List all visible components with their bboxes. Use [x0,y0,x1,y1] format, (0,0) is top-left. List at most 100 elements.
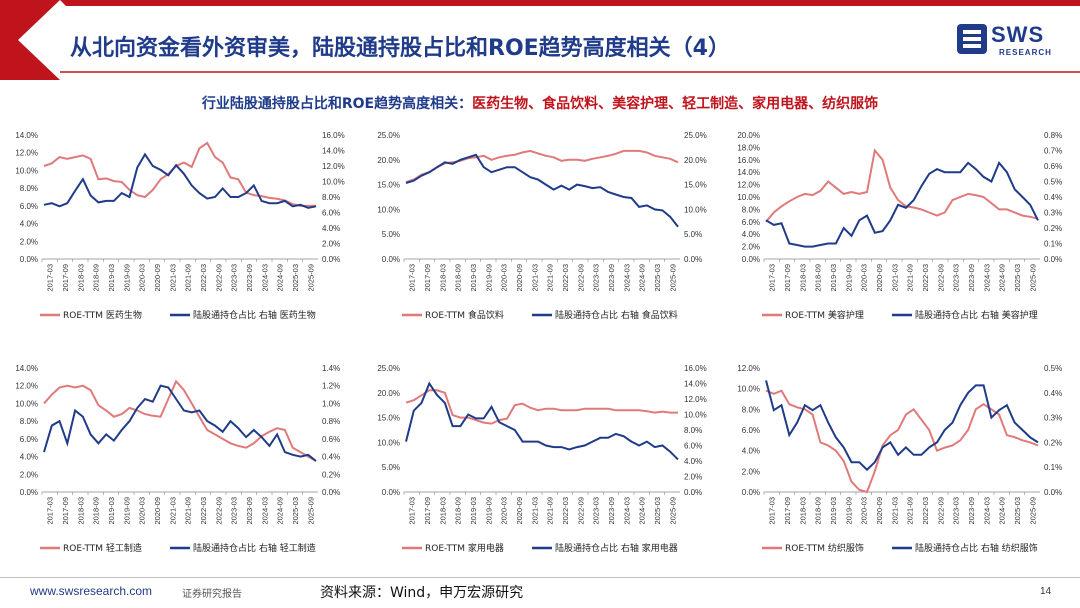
x-tick-label: 2019-09 [844,264,853,292]
chart-panel-5: 0.0% 5.0% 10.0% 15.0% 20.0% 25.0% 0.0% 2.0% 4.0%… [362,358,712,588]
logo-text: SWS [991,22,1045,47]
x-tick-label: 2020-09 [153,497,162,525]
right-tick-label: 0.2% [1044,438,1062,447]
series-line-holding [405,153,679,228]
x-tick-label: 2019-03 [829,264,838,292]
right-tick-label: 0.1% [1044,463,1062,472]
left-tick-label: 8.0% [20,184,38,193]
legend-label-roe: ROE-TTM 纺织服饰 [785,542,864,554]
x-tick-label: 2025-03 [653,264,662,292]
x-tick-label: 2022-03 [561,264,570,292]
right-tick-label: 0.1% [1044,240,1062,249]
right-tick-label: 0.4% [322,453,340,462]
left-tick-label: 14.0% [15,364,38,373]
chart-svg-4: 0.0% 2.0% 4.0% 6.0% 8.0% 10.0% 12.0% 14.0% 0.0% 0… [15,364,340,554]
x-tick-label: 2022-03 [561,497,570,525]
right-tick-label: 0.2% [1044,224,1062,233]
series-line-holding [765,160,1039,248]
right-tick-label: 0.0% [322,255,340,264]
x-tick-label: 2023-03 [952,497,961,525]
x-tick-label: 2023-09 [607,497,616,525]
left-tick-label: 0.0% [742,488,760,497]
left-tick-label: 15.0% [377,414,400,423]
x-tick-label: 2017-09 [61,497,70,525]
subtitle-red: 医药生物、食品饮料、美容护理、轻工制造、家用电器、纺织服饰 [472,96,879,112]
chart-panel-4: 0.0% 2.0% 4.0% 6.0% 8.0% 10.0% 12.0% 14.0% 0.0% 0… [0,358,350,588]
left-tick-label: 25.0% [377,364,400,373]
page-number: 14 [1040,586,1052,597]
x-tick-label: 2018-09 [92,497,101,525]
left-tick-label: 8.0% [20,417,38,426]
x-tick-label: 2018-09 [92,264,101,292]
left-tick-label: 6.0% [742,218,760,227]
left-tick-label: 14.0% [737,168,760,177]
x-tick-label: 2017-03 [768,264,777,292]
left-tick-label: 20.0% [737,131,760,140]
left-tick-label: 12.0% [737,364,760,373]
x-tick-label: 2018-09 [454,264,463,292]
x-tick-label: 2018-09 [814,497,823,525]
left-tick-label: 0.0% [382,255,400,264]
series-line-roe [43,141,316,207]
series-line-roe [765,148,1039,223]
left-tick-label: 5.0% [382,463,400,472]
x-tick-label: 2023-03 [592,264,601,292]
x-tick-label: 2021-09 [906,264,915,292]
legend-label-roe: ROE-TTM 医药生物 [63,309,142,321]
left-tick-label: 4.0% [20,453,38,462]
x-tick-label: 2023-09 [607,264,616,292]
x-tick-label: 2017-09 [423,264,432,292]
chart-subtitle: 行业陆股通持股占比和ROE趋势高度相关：医药生物、食品饮料、美容护理、轻工制造、… [0,93,1080,113]
chart-panel-1: 0.0% 2.0% 4.0% 6.0% 8.0% 10.0% 12.0% 14.0% 0.0% 2… [0,125,350,355]
left-tick-label: 6.0% [20,202,38,211]
right-tick-label: 5.0% [684,230,702,239]
x-tick-label: 2021-09 [184,264,193,292]
right-tick-label: 16.0% [684,364,707,373]
left-tick-label: 2.0% [20,470,38,479]
header-bar: 从北向资金看外资审美，陆股通持股占比和ROE趋势高度相关（4） SWS RESE… [0,0,1080,80]
x-tick-label: 2024-09 [276,264,285,292]
right-tick-label: 1.0% [322,399,340,408]
left-tick-label: 16.0% [737,156,760,165]
right-tick-label: 8.0% [322,193,340,202]
right-tick-label: 0.3% [1044,414,1062,423]
left-tick-label: 6.0% [20,435,38,444]
x-tick-label: 2025-09 [1028,264,1037,292]
x-tick-label: 2025-09 [306,264,315,292]
x-tick-label: 2021-03 [530,264,539,292]
x-tick-label: 2019-09 [484,264,493,292]
x-tick-label: 2018-03 [798,264,807,292]
right-tick-label: 0.8% [1044,131,1062,140]
x-tick-label: 2019-09 [484,497,493,525]
x-tick-label: 2021-09 [906,497,915,525]
x-tick-label: 2021-09 [546,497,555,525]
left-tick-label: 12.0% [15,149,38,158]
x-tick-label: 2020-09 [153,264,162,292]
right-tick-label: 2.0% [322,240,340,249]
right-tick-label: 0.3% [1044,209,1062,218]
sws-logo-icon [957,24,987,54]
right-tick-label: 10.0% [684,411,707,420]
legend-label-roe: ROE-TTM 食品饮料 [425,309,504,321]
x-tick-label: 2022-03 [199,264,208,292]
left-tick-label: 10.0% [737,193,760,202]
left-tick-label: 20.0% [377,156,400,165]
series-line-holding [43,384,317,462]
legend-label-holding: 陆股通持仓占比 右轴 家用电器 [555,542,678,554]
x-tick-label: 2022-09 [936,264,945,292]
x-tick-label: 2019-03 [469,264,478,292]
right-tick-label: 12.0% [322,162,345,171]
right-tick-label: 0.6% [322,435,340,444]
right-tick-label: 0.8% [322,417,340,426]
x-tick-label: 2020-03 [860,497,869,525]
chart-panel-6: 0.0% 2.0% 4.0% 6.0% 8.0% 10.0% 12.0% 0.0% 0.1% 0.… [722,358,1072,588]
x-tick-label: 2024-09 [638,264,647,292]
left-tick-label: 6.0% [742,426,760,435]
right-tick-label: 6.0% [322,209,340,218]
left-tick-label: 18.0% [737,143,760,152]
right-tick-label: 1.4% [322,364,340,373]
x-tick-label: 2017-03 [768,497,777,525]
x-tick-label: 2025-03 [291,497,300,525]
x-tick-label: 2020-09 [875,497,884,525]
footer-url[interactable]: www.swsresearch.com [30,584,153,598]
